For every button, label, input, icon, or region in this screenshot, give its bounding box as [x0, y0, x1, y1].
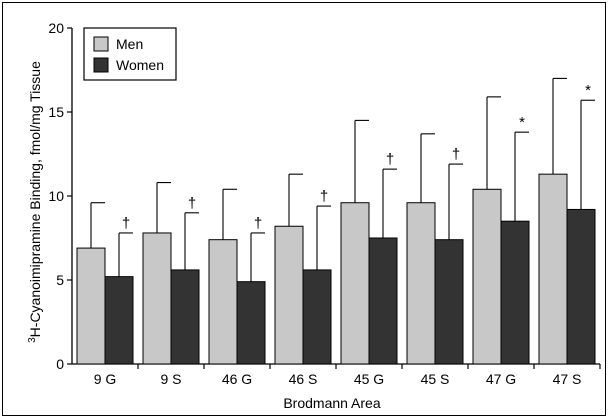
- x-tick-label: 46 S: [289, 371, 318, 387]
- bar-women: [434, 239, 464, 365]
- y-axis-title-superscript: 3: [27, 337, 38, 343]
- y-tick-label: 5: [56, 272, 64, 288]
- bar-men: [76, 247, 106, 365]
- bar-women: [500, 220, 530, 365]
- plot-area: 0 5 10 15 20 9 G † 9 S † 46 G † 46 S † 45 G † 45 S † 47 G…: [48, 20, 601, 387]
- bar-women: [302, 269, 332, 365]
- bar-men: [340, 202, 370, 365]
- y-axis-title-text: H-Cyanoimipramine Binding, fmol/mg Tissu…: [27, 61, 43, 337]
- y-tick-label: 0: [56, 356, 64, 372]
- x-tick-label: 9 S: [160, 371, 181, 387]
- bar-women: [566, 208, 596, 365]
- y-tick-label: 10: [48, 188, 64, 204]
- significance-marker: †: [254, 215, 262, 232]
- significance-marker: †: [320, 188, 328, 205]
- significance-marker: †: [452, 146, 460, 163]
- y-tick-label: 20: [48, 20, 64, 36]
- bar-women: [170, 269, 200, 365]
- legend-swatch-women: [93, 57, 109, 73]
- significance-marker: †: [122, 215, 130, 232]
- y-axis-title: 3H-Cyanoimipramine Binding, fmol/mg Tiss…: [27, 61, 43, 343]
- significance-marker: *: [519, 114, 525, 131]
- x-tick-label: 47 G: [486, 371, 516, 387]
- bar-men: [538, 173, 568, 365]
- legend-swatch-men: [93, 36, 109, 52]
- bar-men: [406, 202, 436, 365]
- bar-women: [236, 281, 266, 365]
- x-tick-label: 45 G: [354, 371, 384, 387]
- significance-marker: †: [386, 151, 394, 168]
- bar-women: [368, 237, 398, 365]
- bar-men: [274, 225, 304, 365]
- x-axis-title: Brodmann Area: [283, 395, 380, 411]
- x-tick-label: 9 G: [94, 371, 117, 387]
- bar-women: [104, 276, 134, 365]
- bar-men: [472, 188, 502, 365]
- legend-label-women: Women: [116, 57, 164, 73]
- x-tick-label: 46 G: [222, 371, 252, 387]
- legend: Men Women: [83, 27, 177, 81]
- x-tick-label: 47 S: [553, 371, 582, 387]
- significance-marker: †: [188, 195, 196, 212]
- y-tick-label: 15: [48, 104, 64, 120]
- legend-label-men: Men: [116, 36, 143, 52]
- significance-marker: *: [585, 82, 591, 99]
- bar-men: [208, 239, 238, 365]
- bar-men: [142, 232, 172, 365]
- x-tick-label: 45 S: [421, 371, 450, 387]
